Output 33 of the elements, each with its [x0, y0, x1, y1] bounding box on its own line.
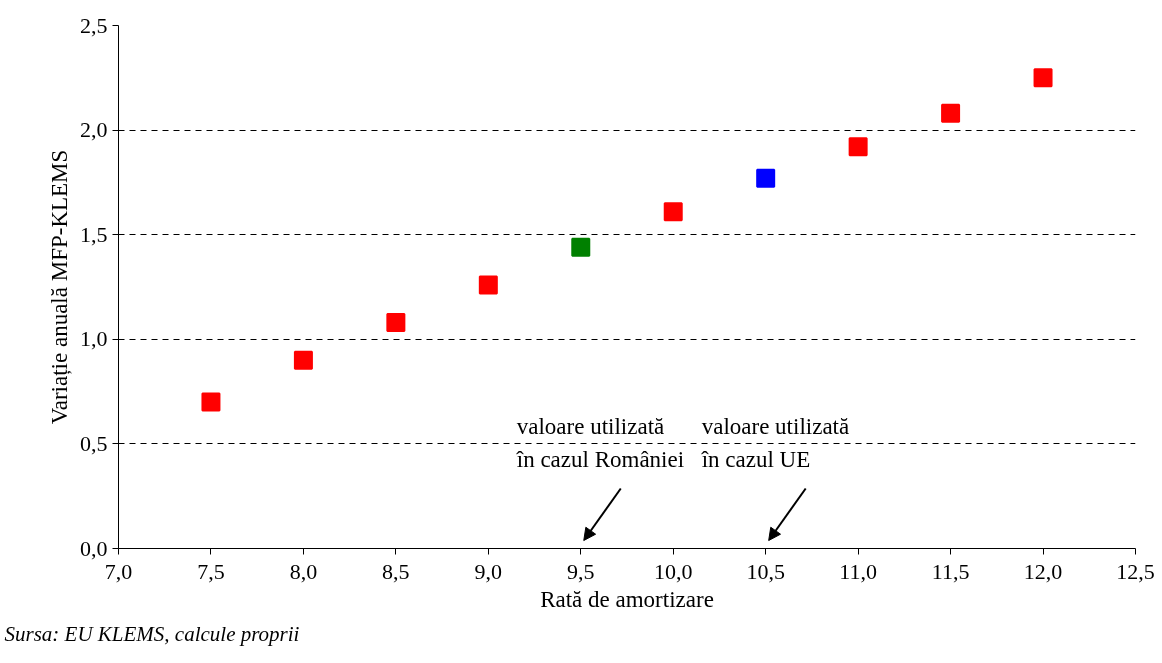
x-tick-label: 9,0	[474, 558, 503, 584]
point	[941, 103, 961, 123]
point	[756, 168, 776, 188]
y-tick-label: 0,5	[80, 430, 108, 456]
y-axis-title: Variație anuală MFP-KLEMS	[47, 149, 72, 425]
x-tick-label: 8,5	[382, 558, 410, 584]
x-axis-title: Rată de amortizare	[540, 586, 714, 612]
point	[848, 137, 868, 157]
y-tick-label: 1,5	[80, 221, 108, 247]
point	[293, 350, 313, 370]
y-tick-label: 0,0	[80, 535, 108, 561]
x-tick-label: 9,5	[567, 558, 595, 584]
annotation: valoare utilizată în cazul României	[515, 413, 685, 472]
x-tick-label: 7,5	[197, 558, 225, 584]
x-tick-label: 10,0	[653, 558, 693, 584]
point	[1033, 68, 1053, 88]
point	[201, 392, 221, 412]
point	[663, 202, 683, 222]
annotation: valoare utilizată în cazul UE	[700, 413, 850, 472]
y-tick-label: 1,0	[80, 326, 108, 352]
point	[478, 275, 498, 295]
x-tick-label: 12,0	[1023, 558, 1063, 584]
x-tick-label: 10,5	[746, 558, 785, 584]
point	[386, 313, 406, 333]
x-tick-label: 11,0	[839, 558, 877, 584]
point	[571, 237, 591, 257]
x-tick-label: 11,5	[931, 558, 970, 584]
y-tick-label: 2,5	[80, 12, 108, 38]
x-tick-label: 8,0	[289, 558, 318, 584]
text: Sursa: EU KLEMS, calcule proprii	[4, 621, 300, 646]
x-tick-label: 12,5	[1116, 558, 1155, 584]
y-tick-label: 2,0	[80, 117, 108, 143]
x-tick-label: 7,0	[104, 558, 133, 584]
